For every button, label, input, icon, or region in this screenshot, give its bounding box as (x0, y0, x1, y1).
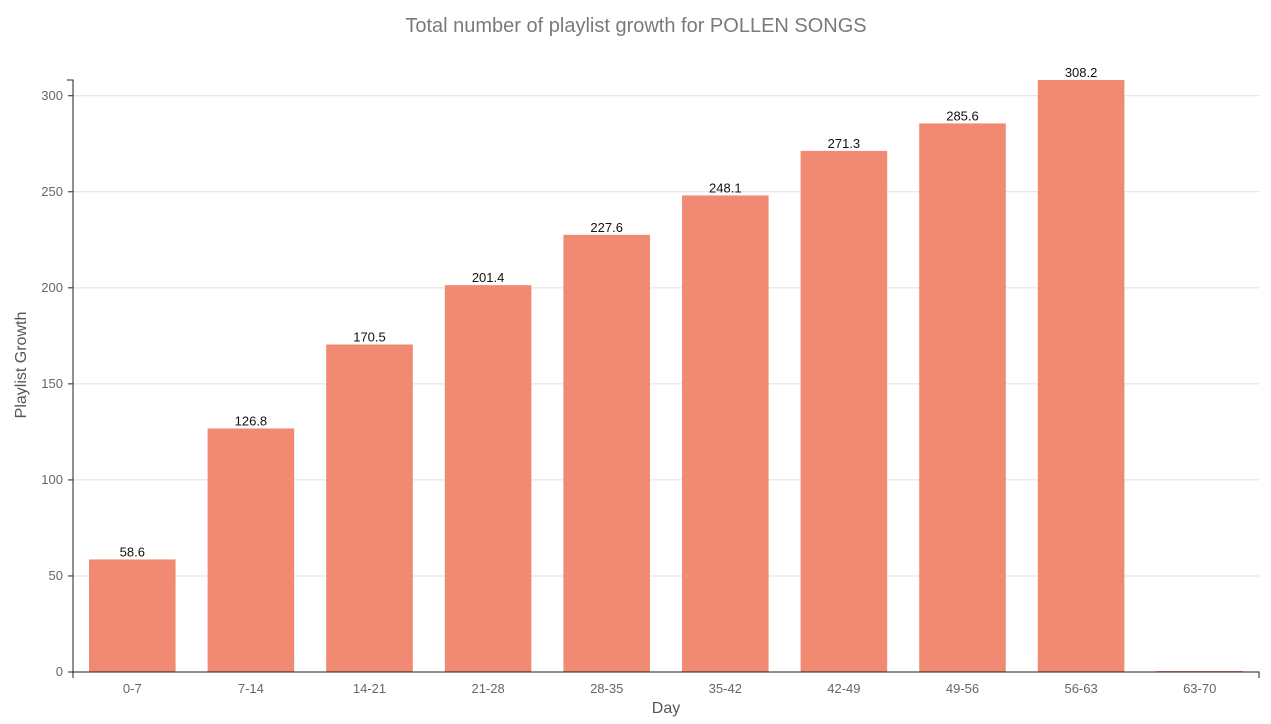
data-label: 248.1 (709, 180, 742, 195)
y-axis-title: Playlist Growth (13, 312, 30, 419)
y-tick-label: 150 (41, 376, 63, 391)
data-labels: 58.6 126.8 170.5 201.4 227.6 248.1 271.3 285.6 3… (120, 65, 1098, 559)
data-label: 227.6 (590, 220, 623, 235)
x-tick-label: 49-56 (946, 681, 979, 696)
y-axis-line (67, 79, 74, 672)
x-tick-label: 63-70 (1183, 681, 1216, 696)
data-label: 285.6 (946, 108, 979, 123)
bar-42-49 (800, 150, 888, 672)
bar-14-21 (326, 344, 413, 672)
x-axis-title: Day (652, 700, 680, 717)
bar-21-28 (444, 285, 532, 672)
x-tick-label: 14-21 (353, 681, 386, 696)
bar-7-14 (207, 428, 295, 672)
x-axis-line (72, 671, 1260, 678)
y-tick-label: 300 (41, 88, 63, 103)
y-tick-label: 50 (49, 568, 63, 583)
data-label: 170.5 (353, 329, 386, 344)
x-tick-label: 28-35 (590, 681, 623, 696)
bar-28-35 (563, 234, 650, 672)
bar-35-42 (682, 195, 769, 672)
y-tick-label: 250 (41, 184, 63, 199)
bar-49-56 (919, 123, 1006, 673)
y-tick-label: 200 (41, 280, 63, 295)
y-tick-label: 0 (56, 664, 63, 679)
data-label: 271.3 (828, 136, 861, 151)
bar-0-7 (89, 559, 176, 672)
x-tick-label: 35-42 (709, 681, 742, 696)
chart-title: Total number of playlist growth for POLL… (405, 15, 866, 37)
data-label: 201.4 (472, 270, 505, 285)
x-tick-label: 0-7 (123, 681, 142, 696)
data-label: 308.2 (1065, 65, 1098, 80)
x-tick-label: 56-63 (1064, 681, 1097, 696)
bars (89, 80, 1243, 673)
x-tick-label: 42-49 (827, 681, 860, 696)
x-tick-label: 21-28 (471, 681, 504, 696)
data-label: 58.6 (120, 544, 145, 559)
bar-56-63 (1037, 80, 1125, 672)
x-tick-label: 7-14 (238, 681, 264, 696)
y-tick-label: 100 (41, 472, 63, 487)
axes: 0 50 100 150 200 250 300 0-7 7-14 14-21 21-28 28-35… (41, 79, 1260, 696)
data-label: 126.8 (235, 413, 268, 428)
